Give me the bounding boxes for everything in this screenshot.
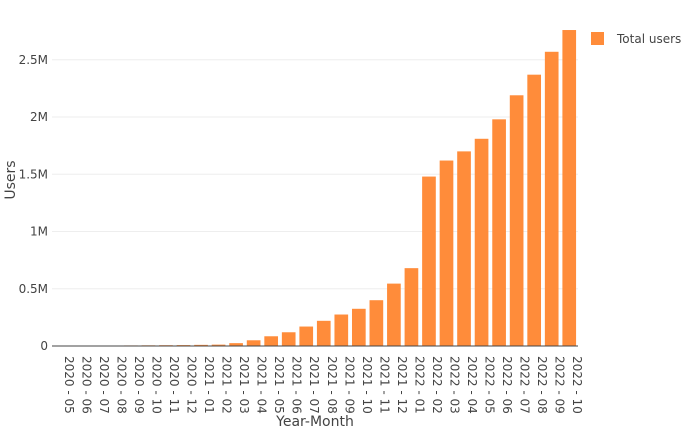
x-tick-label: 2021 - 10 [360,356,374,414]
x-tick-label: 2022 - 04 [465,356,479,414]
bar[interactable] [229,343,243,346]
bar[interactable] [527,74,542,346]
bar[interactable] [246,340,261,346]
x-tick-label: 2020 - 07 [97,356,111,414]
x-tick-label: 2021 - 11 [377,356,391,414]
y-tick-label: 2M [30,110,48,124]
x-tick-label: 2021 - 03 [237,356,251,414]
bar[interactable] [351,308,366,346]
y-tick-label: 0.5M [19,282,48,296]
bar[interactable] [264,336,279,346]
x-tick-label: 2020 - 12 [185,356,199,414]
x-axis-title: Year-Month [275,414,354,430]
bar[interactable] [439,160,454,346]
y-tick-label: 1.5M [19,167,48,181]
x-tick-label: 2021 - 01 [202,356,216,414]
x-tick-label: 2022 - 10 [570,356,584,414]
bar[interactable] [334,314,349,346]
x-tick-label: 2021 - 09 [342,356,356,414]
x-tick-label: 2022 - 07 [518,356,532,414]
legend-label: Total users [616,32,681,46]
x-tick-label: 2022 - 06 [500,356,514,414]
bar[interactable] [509,95,524,346]
y-axis-ticks: 0 0.5M 1M 1.5M 2M 2.5M [19,53,48,353]
y-tick-label: 0 [40,339,48,353]
bar[interactable] [369,300,384,346]
x-tick-label: 2022 - 02 [430,356,444,414]
x-tick-label: 2020 - 06 [79,356,93,414]
bar[interactable] [404,268,419,346]
bar[interactable] [281,332,296,346]
x-tick-label: 2022 - 01 [412,356,426,414]
x-tick-label: 2021 - 07 [307,356,321,414]
x-tick-label: 2021 - 12 [395,356,409,414]
x-tick-label: 2021 - 05 [272,356,286,414]
bar[interactable] [194,344,208,346]
bar[interactable] [562,30,577,346]
bar[interactable] [457,151,471,346]
y-axis-title: Users [3,160,19,199]
y-tick-label: 1M [30,225,48,239]
bar[interactable] [474,138,489,346]
bar[interactable] [422,176,436,346]
x-tick-label: 2022 - 03 [448,356,462,414]
x-tick-label: 2020 - 09 [132,356,146,414]
y-tick-label: 2.5M [19,53,48,67]
x-tick-label: 2020 - 05 [62,356,76,414]
x-tick-label: 2021 - 06 [290,356,304,414]
x-tick-label: 2021 - 04 [255,356,269,414]
bar[interactable] [387,283,401,346]
x-axis-ticks: 2020 - 05 2020 - 06 2020 - 07 2020 - 08 2020… [62,356,584,414]
x-tick-label: 2021 - 08 [325,356,339,414]
legend[interactable]: Total users [591,32,681,46]
x-tick-label: 2021 - 02 [220,356,234,414]
bar[interactable] [316,320,331,346]
x-tick-label: 2022 - 05 [483,356,497,414]
legend-swatch [591,32,604,45]
grid-lines [52,59,578,290]
x-tick-label: 2020 - 11 [167,356,181,414]
x-tick-label: 2022 - 09 [553,356,567,414]
x-tick-label: 2022 - 08 [535,356,549,414]
x-tick-label: 2020 - 08 [114,356,128,414]
bar[interactable] [492,119,506,347]
bar[interactable] [544,51,559,347]
bar[interactable] [211,344,226,346]
bar[interactable] [299,326,314,346]
x-tick-label: 2020 - 10 [149,356,163,414]
bars-group [53,30,577,347]
